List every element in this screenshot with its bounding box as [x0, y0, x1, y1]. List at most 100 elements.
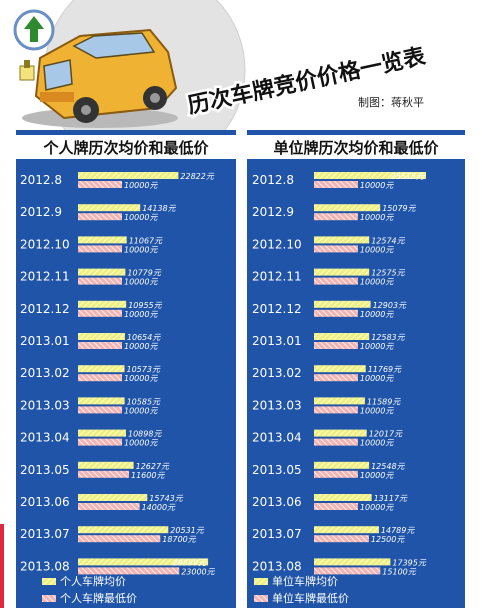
- legend-personal: 个人车牌均价 个人车牌最低价: [42, 574, 137, 605]
- bar-minimum: [314, 245, 358, 253]
- category-label: 2012.8: [252, 173, 294, 187]
- bar-average: [78, 526, 169, 534]
- bar-average: [314, 300, 371, 308]
- legend-swatch-min: [42, 595, 56, 602]
- data-label-average: 11589元: [367, 397, 401, 406]
- data-label-minimum: 10000元: [360, 503, 394, 512]
- legend-label-unit-min: 单位车牌最低价: [272, 591, 349, 605]
- bar-minimum: [78, 342, 122, 349]
- bar-minimum: [314, 181, 358, 188]
- data-label-minimum: 10000元: [124, 374, 158, 383]
- legend-label-unit-avg: 单位车牌均价: [272, 574, 338, 588]
- category-label: 2013.04: [20, 431, 70, 445]
- data-label-average: 12903元: [373, 301, 407, 310]
- category-label: 2013.07: [252, 527, 302, 541]
- data-label-minimum: 10000元: [124, 245, 158, 254]
- bar-average: [314, 204, 381, 212]
- category-label: 2012.11: [252, 270, 302, 284]
- bar-minimum: [78, 309, 122, 317]
- category-label: 2013.03: [20, 398, 70, 412]
- data-label-minimum: 10000元: [124, 278, 158, 287]
- bar-minimum: [314, 374, 358, 382]
- category-label: 2012.12: [252, 302, 302, 316]
- bar-minimum: [78, 567, 180, 575]
- accent-strip: [0, 524, 4, 608]
- bar-average: [78, 558, 209, 566]
- bar-average: [78, 300, 127, 308]
- category-label: 2013.05: [252, 463, 302, 477]
- bar-minimum: [314, 567, 381, 575]
- data-label-minimum: 10000元: [360, 310, 394, 319]
- data-label-minimum: 10000元: [360, 278, 394, 287]
- bar-average: [78, 268, 126, 276]
- bar-minimum: [78, 470, 129, 478]
- bar-average: [78, 204, 141, 212]
- credit-text: 制图：蒋秋平: [358, 95, 424, 109]
- category-label: 2012.11: [20, 270, 70, 284]
- category-label: 2013.05: [20, 463, 70, 477]
- category-label: 2012.12: [20, 302, 70, 316]
- bar-average: [314, 268, 370, 276]
- category-label: 2013.06: [252, 495, 302, 509]
- bar-average: [314, 461, 370, 469]
- data-label-minimum: 10000元: [360, 213, 394, 222]
- bar-average: [314, 429, 367, 437]
- bar-minimum: [78, 438, 122, 446]
- bar-average: [314, 172, 426, 179]
- data-label-average: 12017元: [369, 430, 403, 439]
- data-label-minimum: 10000元: [124, 310, 158, 319]
- bar-average: [78, 365, 125, 373]
- bar-average: [78, 333, 125, 340]
- category-label: 2013.01: [20, 334, 70, 348]
- data-label-average: 14789元: [381, 526, 415, 535]
- bar-minimum: [314, 277, 358, 285]
- bar-minimum: [314, 503, 358, 510]
- data-label-average: 10898元: [128, 430, 162, 439]
- category-label: 2013.07: [20, 527, 70, 541]
- bar-minimum: [314, 535, 369, 543]
- category-label: 2013.01: [252, 334, 302, 348]
- data-label-minimum: 14000元: [142, 503, 176, 512]
- category-label: 2013.04: [252, 431, 302, 445]
- chart-title-unit: 单位牌历次均价和最低价: [273, 139, 439, 157]
- data-label-average: 11067元: [129, 236, 163, 245]
- legend-swatch-avg: [42, 578, 56, 585]
- data-label-average: 11769元: [368, 365, 402, 374]
- data-label-average: 12575元: [371, 269, 405, 278]
- data-label-minimum: 10000元: [360, 181, 394, 190]
- bar-average: [314, 365, 366, 373]
- panel-unit-header: [247, 135, 465, 159]
- data-label-minimum: 10000元: [360, 439, 394, 448]
- data-label-minimum: 10000元: [124, 181, 158, 190]
- data-label-minimum: 11600元: [131, 471, 165, 480]
- legend-swatch-min: [254, 595, 268, 602]
- bar-average: [314, 397, 365, 405]
- data-label-minimum: 10000元: [124, 406, 158, 415]
- data-label-minimum: 12500元: [371, 535, 405, 544]
- bar-minimum: [314, 342, 358, 349]
- bar-minimum: [78, 181, 122, 188]
- bar-average: [314, 558, 391, 566]
- car-icon: [19, 28, 178, 128]
- data-label-minimum: 10000元: [360, 245, 394, 254]
- category-label: 2012.10: [20, 237, 70, 251]
- bar-minimum: [314, 406, 358, 414]
- chart-title-personal: 个人牌历次均价和最低价: [42, 139, 209, 157]
- bar-average: [78, 236, 127, 244]
- category-label: 2013.08: [252, 559, 302, 573]
- data-label-average: 22822元: [180, 172, 214, 181]
- data-label-minimum: 10000元: [360, 342, 394, 351]
- legend-swatch-avg: [254, 578, 268, 585]
- data-label-average: 29559元: [173, 558, 207, 567]
- data-label-minimum: 18700元: [162, 535, 196, 544]
- bar-minimum: [314, 438, 358, 446]
- category-label: 2013.03: [252, 398, 302, 412]
- bar-minimum: [78, 213, 122, 221]
- legend-label-personal-min: 个人车牌最低价: [60, 591, 137, 605]
- category-label: 2012.9: [252, 205, 294, 219]
- data-label-minimum: 10000元: [124, 342, 158, 351]
- data-label-minimum: 10000元: [360, 374, 394, 383]
- bar-average: [78, 397, 125, 405]
